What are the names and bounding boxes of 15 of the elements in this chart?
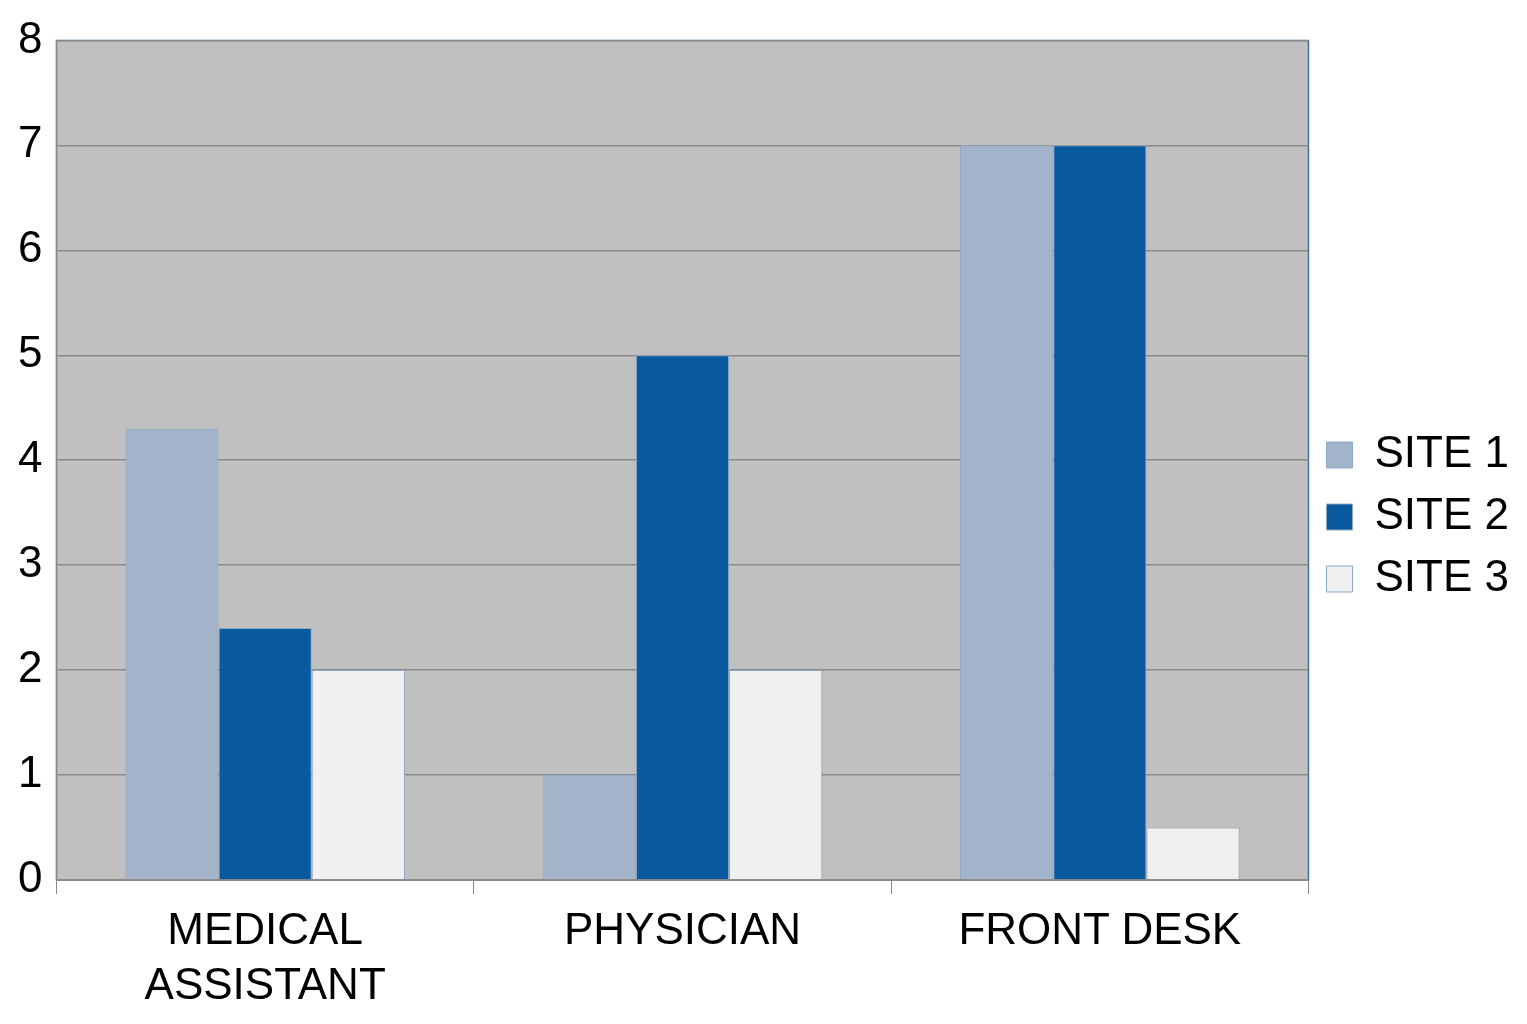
y-tick-label: 6	[17, 222, 43, 272]
legend-label: SITE 3	[1374, 551, 1510, 601]
y-tick-label: 1	[17, 747, 43, 797]
x-tick-label: MEDICAL ASSISTANT	[144, 903, 386, 1008]
x-tick-label: FRONT DESK	[958, 903, 1242, 953]
y-tick-label: 7	[17, 117, 43, 167]
y-tick-label: 8	[17, 12, 43, 62]
y-tick-label: 4	[17, 432, 43, 482]
legend-label: SITE 1	[1374, 427, 1510, 477]
y-tick-label: 2	[17, 642, 43, 692]
y-tick-label: 3	[17, 537, 43, 587]
y-tick-label: 5	[17, 327, 43, 377]
x-tick-label: PHYSICIAN	[563, 903, 802, 953]
legend-label: SITE 2	[1374, 489, 1510, 539]
y-tick-label: 0	[17, 852, 43, 902]
